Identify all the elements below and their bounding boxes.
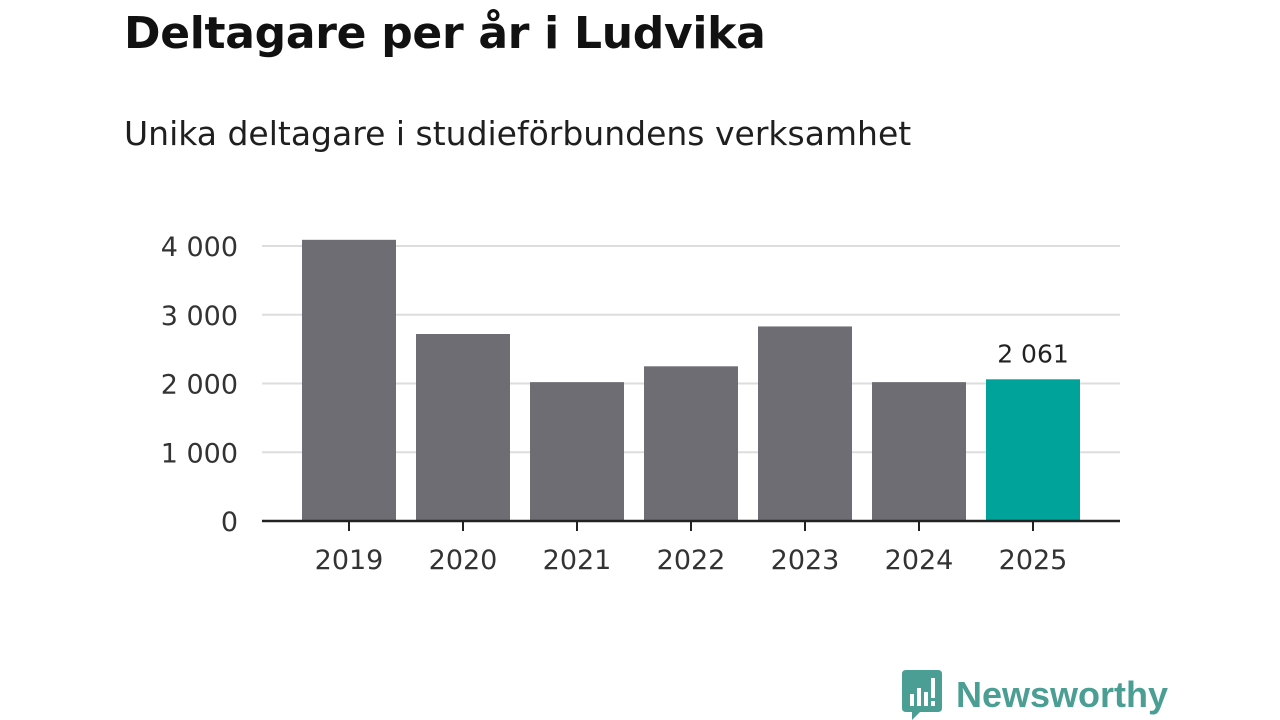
- x-tick-label: 2023: [771, 545, 840, 576]
- bar-chart-icon: [902, 670, 942, 720]
- y-tick-label: 0: [221, 507, 238, 538]
- y-tick-label: 1 000: [161, 438, 238, 469]
- brand-name: Newsworthy: [956, 674, 1169, 715]
- y-tick-label: 2 000: [161, 370, 238, 401]
- x-tick-label: 2021: [543, 545, 612, 576]
- data-label: 2 061: [997, 339, 1069, 368]
- bar: [302, 239, 396, 521]
- bar: [872, 382, 966, 521]
- x-tick-label: 2022: [657, 545, 726, 576]
- x-tick-label: 2020: [429, 545, 498, 576]
- bar: [530, 382, 624, 521]
- newsworthy-logo: Newsworthy: [902, 670, 1168, 720]
- x-tick-label: 2025: [999, 545, 1068, 576]
- x-tick-label: 2019: [315, 545, 384, 576]
- bar: [758, 326, 852, 521]
- y-tick-label: 4 000: [161, 232, 238, 263]
- x-tick-label: 2024: [885, 545, 954, 576]
- y-tick-label: 3 000: [161, 301, 238, 332]
- chart-title: Deltagare per år i Ludvika: [124, 8, 766, 59]
- chart-subtitle: Unika deltagare i studieförbundens verks…: [124, 114, 912, 153]
- bar: [644, 366, 738, 521]
- bar: [416, 334, 510, 521]
- bar: [986, 379, 1080, 521]
